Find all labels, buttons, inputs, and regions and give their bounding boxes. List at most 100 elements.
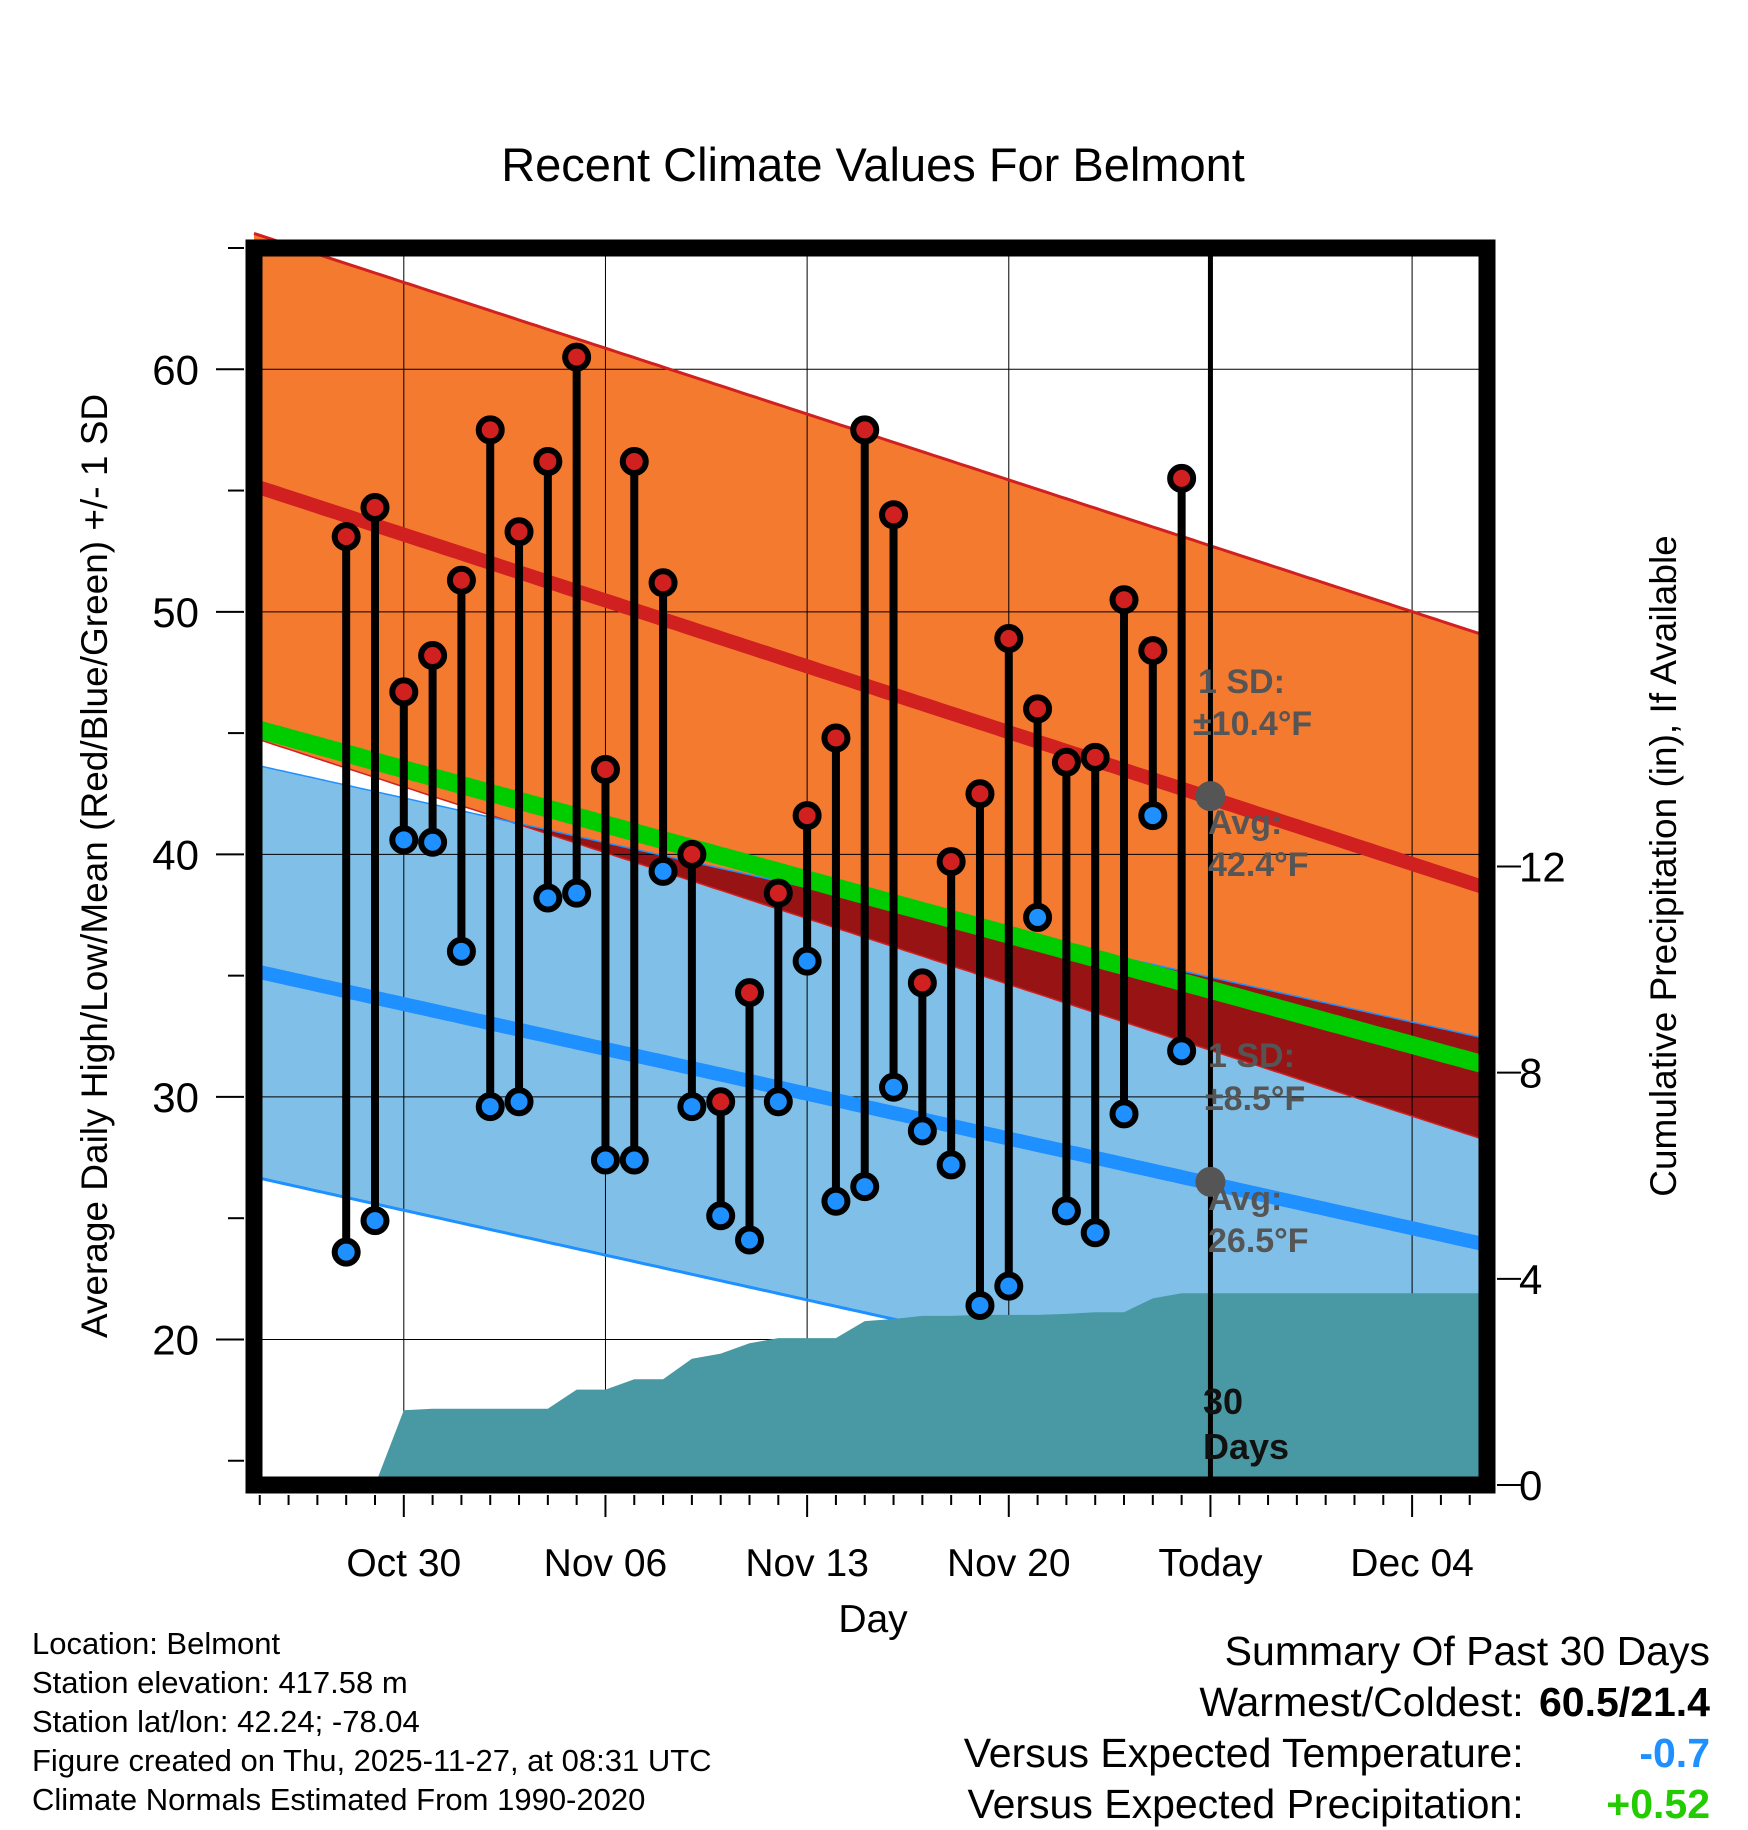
high-avg-label-1: Avg: bbox=[1208, 804, 1282, 842]
high-sd-label-2: ±10.4°F bbox=[1193, 705, 1312, 743]
high-point bbox=[879, 500, 909, 530]
elevation-text: Station elevation: 417.58 m bbox=[32, 1665, 408, 1700]
temp-row: Versus Expected Temperature: -0.7 bbox=[964, 1728, 1710, 1779]
precip-area bbox=[317, 1293, 1487, 1485]
high-point bbox=[360, 493, 390, 523]
summary-panel: Summary Of Past 30 Days Warmest/Coldest:… bbox=[964, 1626, 1710, 1830]
low-point bbox=[1051, 1196, 1081, 1226]
low-point bbox=[389, 825, 419, 855]
y2-tick-label-12: 12 bbox=[1519, 844, 1566, 891]
y-axis-label: Average Daily High/Low/Mean (Red/Blue/Gr… bbox=[74, 394, 115, 1338]
high-point bbox=[792, 801, 822, 831]
low-sd-label-1: 1 SD: bbox=[1208, 1037, 1295, 1075]
x-tick-label: Nov 13 bbox=[745, 1542, 869, 1585]
low-point bbox=[936, 1150, 966, 1180]
high-point bbox=[331, 522, 361, 552]
high-point bbox=[389, 677, 419, 707]
y2-tick-label-8: 8 bbox=[1519, 1050, 1542, 1097]
low-point bbox=[619, 1145, 649, 1175]
low-point bbox=[504, 1087, 534, 1117]
y2-tick-label-4: 4 bbox=[1519, 1256, 1542, 1303]
high-point bbox=[677, 839, 707, 869]
low-point bbox=[1109, 1099, 1139, 1129]
high-point bbox=[1023, 694, 1053, 724]
high-point bbox=[763, 878, 793, 908]
low-point bbox=[821, 1186, 851, 1216]
low-avg-label-1: Avg: bbox=[1208, 1180, 1282, 1218]
low-point bbox=[763, 1087, 793, 1117]
low-point bbox=[965, 1291, 995, 1321]
plot-frame bbox=[245, 239, 1496, 1494]
precip-row: Versus Expected Precipitation: +0.52 bbox=[964, 1779, 1711, 1830]
high-point bbox=[648, 568, 678, 598]
high-point bbox=[965, 779, 995, 809]
high-point bbox=[1051, 747, 1081, 777]
created-text: Figure created on Thu, 2025-11-27, at 08… bbox=[32, 1743, 712, 1778]
high-avg-label-2: 42.4°F bbox=[1208, 846, 1309, 884]
low-point bbox=[792, 946, 822, 976]
low-point bbox=[418, 827, 448, 857]
low-sd-label-2: ±8.5°F bbox=[1205, 1080, 1305, 1118]
y2-axis-label: Cumulative Precipitation (in), If Availa… bbox=[1643, 535, 1684, 1197]
x-tick-label: Nov 06 bbox=[544, 1542, 668, 1585]
precip-label: Versus Expected Precipitation: bbox=[967, 1781, 1524, 1827]
low-point bbox=[677, 1092, 707, 1122]
high-point bbox=[850, 415, 880, 445]
warm-cold-label: Warmest/Coldest: bbox=[1199, 1679, 1524, 1725]
low-point bbox=[1167, 1036, 1197, 1066]
precip-value: +0.52 bbox=[1606, 1781, 1710, 1827]
low-point bbox=[1023, 902, 1053, 932]
high-point bbox=[1138, 636, 1168, 666]
location-text: Location: Belmont bbox=[32, 1626, 281, 1661]
high-point bbox=[619, 446, 649, 476]
warm-cold-row: Warmest/Coldest: 60.5/21.4 bbox=[964, 1677, 1710, 1728]
low-point bbox=[648, 856, 678, 886]
station-info: Location: Belmont Station elevation: 417… bbox=[32, 1624, 712, 1819]
low-point bbox=[735, 1225, 765, 1255]
high-point bbox=[562, 342, 592, 372]
high-point bbox=[590, 754, 620, 784]
latlon-text: Station lat/lon: 42.24; -78.04 bbox=[32, 1704, 420, 1739]
y-tick-label-40: 40 bbox=[152, 831, 199, 878]
low-point bbox=[475, 1092, 505, 1122]
days-label-1: 30 bbox=[1203, 1381, 1243, 1422]
high-point bbox=[706, 1087, 736, 1117]
x-tick-label: Today bbox=[1158, 1542, 1263, 1585]
temp-label: Versus Expected Temperature: bbox=[963, 1730, 1524, 1776]
x-tick-label: Oct 30 bbox=[346, 1542, 461, 1585]
y-tick-label-30: 30 bbox=[152, 1074, 199, 1121]
high-point bbox=[533, 446, 563, 476]
annotations: 1 SD: ±10.4°F Avg: 42.4°F 1 SD: ±8.5°F Avg: 26.… bbox=[1193, 663, 1312, 1467]
x-tick-label: Nov 20 bbox=[947, 1542, 1071, 1585]
normals-text: Climate Normals Estimated From 1990-2020 bbox=[32, 1782, 646, 1817]
low-point bbox=[562, 878, 592, 908]
high-sd-label-1: 1 SD: bbox=[1198, 663, 1285, 701]
warm-cold-value: 60.5/21.4 bbox=[1539, 1679, 1710, 1725]
axes: Recent Climate Values For Belmont2030405… bbox=[74, 138, 1684, 1641]
high-point bbox=[418, 640, 448, 670]
high-normal-line bbox=[251, 479, 1490, 895]
high-point bbox=[1167, 463, 1197, 493]
observations bbox=[331, 342, 1197, 1321]
low-point bbox=[879, 1072, 909, 1102]
low-point bbox=[331, 1237, 361, 1267]
high-point bbox=[446, 565, 476, 595]
today-low-avg-marker bbox=[1195, 1166, 1226, 1197]
low-point bbox=[446, 936, 476, 966]
low-point bbox=[533, 883, 563, 913]
low-point bbox=[590, 1145, 620, 1175]
low-point bbox=[907, 1116, 937, 1146]
today-high-avg-marker bbox=[1195, 781, 1226, 812]
x-axis-label: Day bbox=[838, 1598, 908, 1641]
high-point bbox=[994, 624, 1024, 654]
chart-title: Recent Climate Values For Belmont bbox=[501, 138, 1245, 191]
x-tick-label: Dec 04 bbox=[1350, 1542, 1474, 1585]
today-group bbox=[1195, 248, 1226, 1485]
low-point bbox=[1138, 801, 1168, 831]
low-normal-line bbox=[252, 963, 1489, 1252]
y-tick-label-20: 20 bbox=[152, 1316, 199, 1363]
low-point bbox=[706, 1201, 736, 1231]
high-point bbox=[475, 415, 505, 445]
temp-value: -0.7 bbox=[1639, 1730, 1710, 1776]
